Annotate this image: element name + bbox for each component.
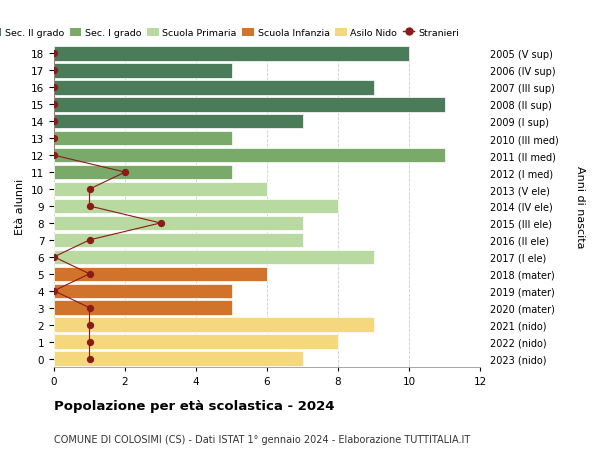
Bar xyxy=(54,250,373,264)
Point xyxy=(49,254,59,261)
Y-axis label: Età alunni: Età alunni xyxy=(16,179,25,235)
Point xyxy=(49,84,59,92)
Bar xyxy=(54,335,338,349)
Point xyxy=(49,287,59,295)
Bar xyxy=(54,115,302,129)
Bar xyxy=(54,284,232,298)
Point xyxy=(49,135,59,143)
Point xyxy=(120,169,130,176)
Bar xyxy=(54,98,445,112)
Bar xyxy=(54,81,373,95)
Text: COMUNE DI COLOSIMI (CS) - Dati ISTAT 1° gennaio 2024 - Elaborazione TUTTITALIA.I: COMUNE DI COLOSIMI (CS) - Dati ISTAT 1° … xyxy=(54,434,470,444)
Bar xyxy=(54,166,232,180)
Bar xyxy=(54,216,302,230)
Bar xyxy=(54,64,232,78)
Bar xyxy=(54,233,302,247)
Bar xyxy=(54,182,267,197)
Point xyxy=(85,186,94,193)
Point xyxy=(49,152,59,159)
Bar xyxy=(54,352,302,366)
Bar xyxy=(54,301,232,315)
Text: Popolazione per età scolastica - 2024: Popolazione per età scolastica - 2024 xyxy=(54,399,335,412)
Point xyxy=(156,220,166,227)
Point xyxy=(85,237,94,244)
Bar xyxy=(54,267,267,281)
Y-axis label: Anni di nascita: Anni di nascita xyxy=(575,165,585,248)
Bar xyxy=(54,149,445,163)
Legend: Sec. II grado, Sec. I grado, Scuola Primaria, Scuola Infanzia, Asilo Nido, Stran: Sec. II grado, Sec. I grado, Scuola Prim… xyxy=(0,29,459,38)
Point xyxy=(49,67,59,75)
Point xyxy=(49,101,59,109)
Bar xyxy=(54,318,373,332)
Point xyxy=(85,270,94,278)
Point xyxy=(85,203,94,210)
Bar xyxy=(54,47,409,62)
Point xyxy=(85,355,94,363)
Bar xyxy=(54,132,232,146)
Point xyxy=(85,304,94,312)
Point xyxy=(85,338,94,346)
Point xyxy=(49,50,59,58)
Point xyxy=(85,321,94,329)
Point xyxy=(49,118,59,126)
Bar xyxy=(54,199,338,214)
